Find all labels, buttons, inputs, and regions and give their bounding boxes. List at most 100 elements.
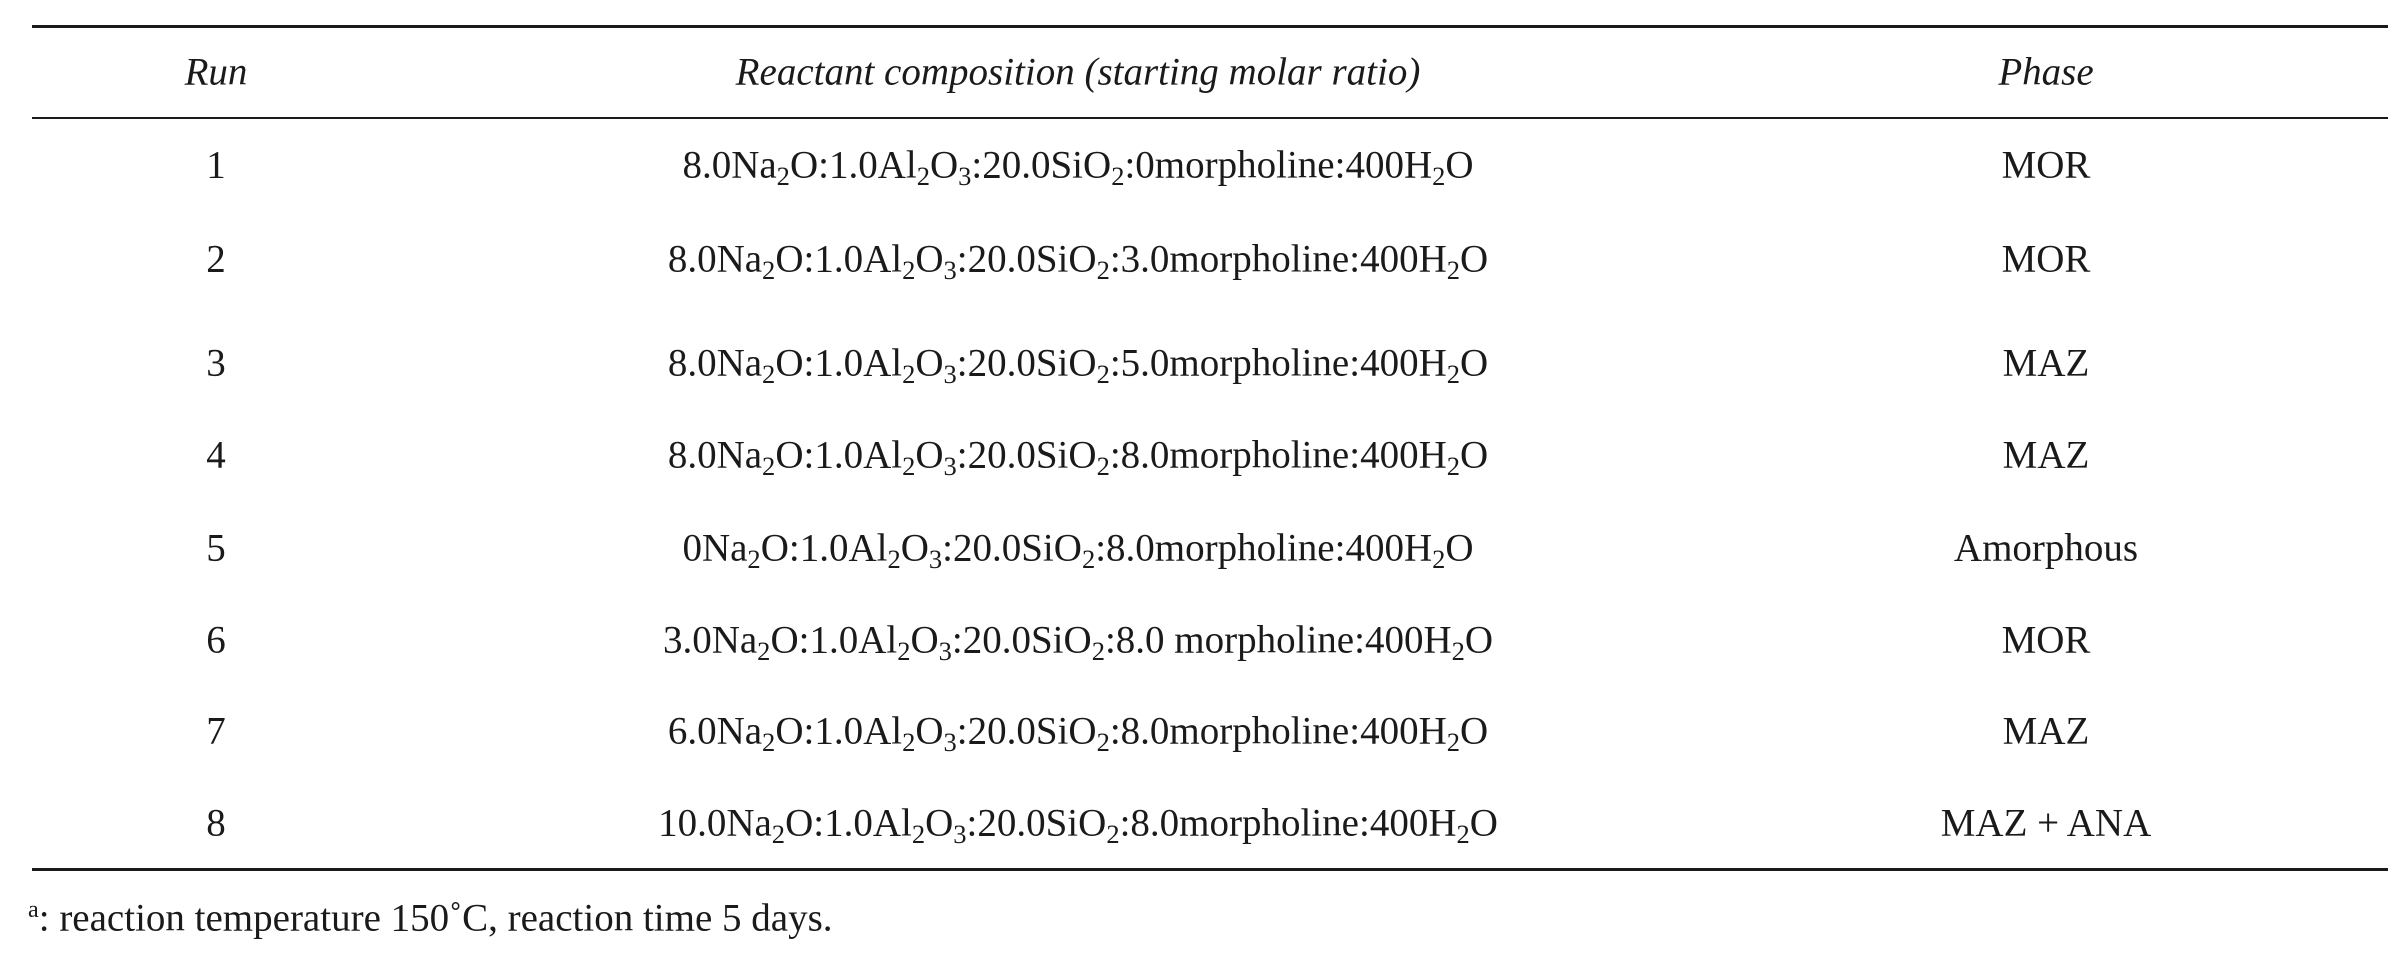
- formula-part: 8.0morpholine:400H: [1120, 709, 1447, 753]
- formula-part: O: [1445, 143, 1474, 187]
- formula-part: O:: [760, 526, 800, 570]
- formula-part: :: [1124, 143, 1136, 187]
- formula-subscript: 2: [902, 450, 916, 481]
- formula-subscript: 2: [1446, 726, 1461, 757]
- run-cell: 5: [206, 526, 226, 570]
- formula-part: 20.0SiO: [967, 433, 1097, 477]
- formula-part: 20.0SiO: [967, 341, 1097, 385]
- formula-part: :: [1109, 709, 1121, 753]
- formula-part: :: [1119, 801, 1131, 845]
- formula-part: 1.0Al: [824, 801, 912, 845]
- formula-part: 1.0Al: [814, 237, 903, 281]
- formula-part: 20.0SiO: [982, 143, 1112, 187]
- header-composition: Reactant composition (starting molar rat…: [735, 50, 1421, 94]
- formula-subscript: 2: [1096, 726, 1110, 757]
- formula-subscript: 2: [1096, 254, 1110, 285]
- formula-part: 8.0Na: [682, 143, 777, 187]
- header-phase: Phase: [1998, 50, 2094, 94]
- formula-part: O:: [770, 618, 810, 662]
- formula-subscript: 3: [958, 160, 972, 191]
- formula-subscript: 2: [1096, 358, 1110, 389]
- formula-subscript: 2: [1432, 543, 1446, 574]
- formula-part: 1.0Al: [814, 433, 903, 477]
- table-bottom-rule: [32, 868, 2388, 871]
- formula-subscript: 2: [911, 818, 926, 849]
- formula-subscript: 3: [953, 818, 967, 849]
- formula-part: O: [929, 143, 959, 187]
- formula-part: :: [956, 237, 968, 281]
- formula-subscript: 3: [928, 543, 943, 574]
- formula-part: O:: [775, 433, 815, 477]
- formula-part: 8.0morpholine:400H: [1130, 801, 1457, 845]
- formula-subscript: 2: [887, 543, 901, 574]
- formula-subscript: 2: [762, 450, 776, 481]
- formula-subscript: 2: [762, 726, 776, 757]
- formula-subscript: 3: [938, 635, 952, 666]
- formula-part: O: [900, 526, 929, 570]
- phase-cell: MOR: [2001, 618, 2091, 662]
- formula-part: 8.0 morpholine:400H: [1115, 618, 1452, 662]
- formula-part: 20.0SiO: [962, 618, 1092, 662]
- formula-part: 6.0Na: [667, 709, 763, 753]
- formula-subscript: 3: [943, 358, 957, 389]
- formula-part: 8.0morpholine:400H: [1106, 526, 1433, 570]
- formula-part: 20.0SiO: [952, 526, 1082, 570]
- formula-part: :: [1109, 341, 1121, 385]
- formula-subscript: 2: [747, 543, 761, 574]
- formula-part: 3.0Na: [662, 618, 758, 662]
- formula-part: O:: [775, 341, 815, 385]
- run-cell: 1: [206, 143, 226, 187]
- formula-part: 1.0Al: [799, 526, 888, 570]
- formula-part: 1.0Al: [809, 618, 898, 662]
- composition-cell: 6.0Na2O:1.0Al2O3:20.0SiO2:8.0morpholine:…: [667, 709, 1488, 756]
- formula-part: O:: [775, 709, 815, 753]
- formula-part: :: [1109, 237, 1121, 281]
- formula-subscript: 2: [1446, 450, 1461, 481]
- composition-cell: 8.0Na2O:1.0Al2O3:20.0SiO2:0morpholine:40…: [682, 143, 1474, 190]
- formula-part: :: [1104, 618, 1116, 662]
- composition-cell: 3.0Na2O:1.0Al2O3:20.0SiO2:8.0 morpholine…: [662, 618, 1494, 665]
- formula-part: 20.0SiO: [967, 237, 1097, 281]
- formula-subscript: 2: [897, 635, 911, 666]
- phase-cell: MAZ: [2002, 709, 2090, 753]
- table-header-rule: [32, 117, 2388, 119]
- formula-part: O: [1460, 341, 1489, 385]
- formula-part: O: [1464, 618, 1494, 662]
- formula-part: :: [956, 433, 968, 477]
- formula-part: :: [956, 341, 968, 385]
- run-cell: 6: [206, 618, 226, 662]
- formula-part: :: [951, 618, 963, 662]
- formula-subscript: 2: [1446, 254, 1461, 285]
- composition-cell: 8.0Na2O:1.0Al2O3:20.0SiO2:3.0morpholine:…: [667, 237, 1489, 284]
- formula-part: 8.0Na: [667, 341, 763, 385]
- formula-part: :: [956, 709, 968, 753]
- formula-subscript: 2: [762, 254, 776, 285]
- phase-cell: MAZ + ANA: [1940, 801, 2152, 845]
- formula-subscript: 2: [902, 254, 916, 285]
- formula-part: O: [915, 237, 944, 281]
- phase-cell: Amorphous: [1953, 526, 2139, 570]
- formula-part: 0Na: [682, 526, 748, 570]
- formula-part: 8.0morpholine:400H: [1120, 433, 1447, 477]
- formula-subscript: 2: [1081, 543, 1096, 574]
- formula-part: O: [1460, 433, 1489, 477]
- formula-part: 8.0Na: [667, 237, 763, 281]
- formula-subscript: 2: [1096, 450, 1110, 481]
- footnote-text: : reaction temperature 150˚C, reaction t…: [38, 896, 833, 940]
- formula-part: O: [1460, 237, 1489, 281]
- formula-part: 1.0Al: [828, 143, 917, 187]
- formula-part: O: [925, 801, 954, 845]
- formula-part: O:: [775, 237, 815, 281]
- formula-part: O: [915, 433, 944, 477]
- composition-cell: 8.0Na2O:1.0Al2O3:20.0SiO2:5.0morpholine:…: [667, 341, 1489, 388]
- footnote-marker: a: [28, 896, 39, 924]
- formula-subscript: 2: [762, 358, 776, 389]
- formula-part: O: [1445, 526, 1474, 570]
- formula-part: O: [1469, 801, 1498, 845]
- formula-subscript: 3: [943, 726, 957, 757]
- composition-cell: 10.0Na2O:1.0Al2O3:20.0SiO2:8.0morpholine…: [658, 801, 1498, 848]
- formula-part: O: [915, 709, 944, 753]
- formula-part: 8.0Na: [667, 433, 763, 477]
- formula-subscript: 2: [1456, 818, 1470, 849]
- phase-cell: MOR: [2001, 143, 2091, 187]
